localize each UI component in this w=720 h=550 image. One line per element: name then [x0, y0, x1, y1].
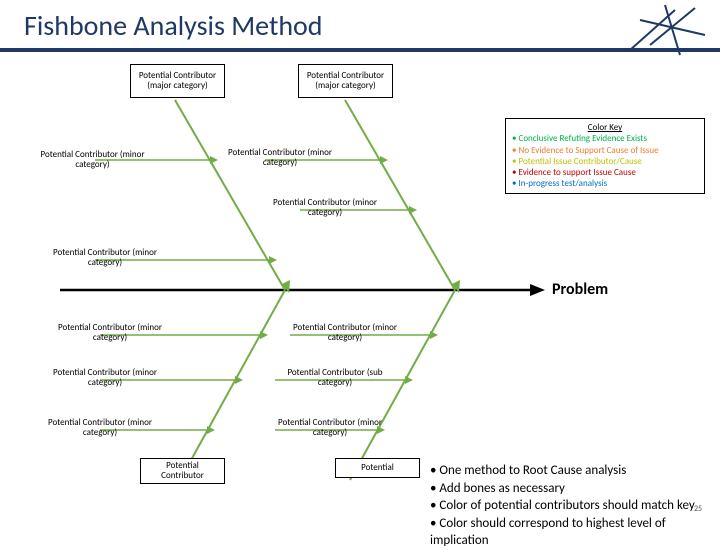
- color-key-item: • Conclusive Refuting Evidence Exists: [512, 133, 698, 144]
- logo-star-icon: [620, 0, 710, 60]
- bot-major-right: Potential: [335, 458, 420, 478]
- bot-minor-e: Potential Contributor (sub category): [275, 368, 395, 388]
- top-major-right: Potential Contributor (major category): [298, 64, 393, 98]
- top-major-left: Potential Contributor (major category): [130, 64, 225, 98]
- top-major-left-label: Potential Contributor (major category): [135, 71, 220, 91]
- problem-label: Problem: [552, 280, 608, 299]
- bot-minor-c: Potential Contributor (minor category): [45, 418, 155, 438]
- header-bar: [0, 48, 720, 52]
- notes-list: • One method to Root Cause analysis• Add…: [430, 462, 710, 550]
- top-minor-a: Potential Contributor (minor category): [40, 150, 145, 170]
- top-minor-d: Potential Contributor (minor category): [50, 248, 160, 268]
- bot-minor-a: Potential Contributor (minor category): [55, 323, 165, 343]
- color-key-item: • Potential Issue Contributor/Cause: [512, 156, 698, 167]
- bot-major-left-label: Potential Contributor: [145, 461, 220, 481]
- bot-major-right-label: Potential: [361, 463, 394, 473]
- page-number: 25: [694, 504, 702, 514]
- bot-minor-d: Potential Contributor (minor category): [290, 323, 400, 343]
- top-minor-c: Potential Contributor (minor category): [270, 198, 380, 218]
- top-minor-b: Potential Contributor (minor category): [225, 148, 335, 168]
- bot-major-left: Potential Contributor: [140, 458, 225, 484]
- color-key-item: • No Evidence to Support Cause of Issue: [512, 145, 698, 156]
- color-key-title: Color Key: [512, 122, 698, 133]
- top-major-right-label: Potential Contributor (major category): [303, 71, 388, 91]
- bot-minor-f: Potential Contributor (minor category): [275, 418, 385, 438]
- color-key: Color Key • Conclusive Refuting Evidence…: [505, 118, 705, 194]
- color-key-item: • Evidence to support Issue Cause: [512, 167, 698, 178]
- color-key-item: • In-progress test/analysis: [512, 178, 698, 189]
- note-item: • Color of potential contributors should…: [430, 497, 710, 515]
- note-item: • Add bones as necessary: [430, 480, 710, 498]
- note-item: • One method to Root Cause analysis: [430, 462, 710, 480]
- note-item: • Color should correspond to highest lev…: [430, 515, 710, 550]
- bot-minor-b: Potential Contributor (minor category): [50, 368, 160, 388]
- page-title: Fishbone Analysis Method: [24, 8, 323, 43]
